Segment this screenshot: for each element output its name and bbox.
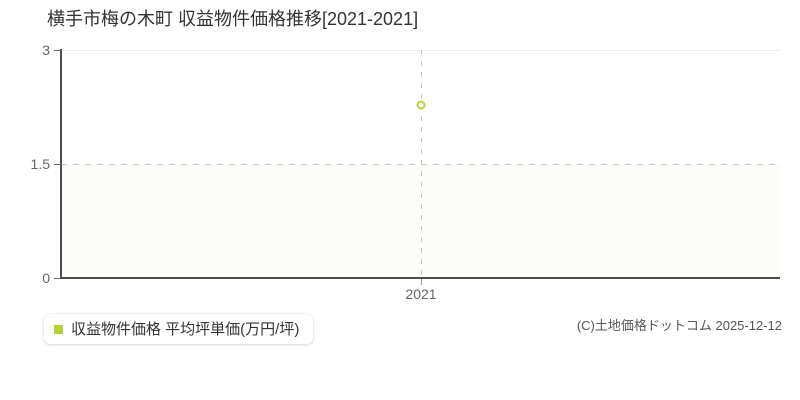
y-tick-1.5 — [54, 164, 61, 165]
y-axis-label-1.5: 1.5 — [30, 156, 50, 172]
x-axis-line — [60, 277, 780, 279]
chart-legend[interactable]: 収益物件価格 平均坪単価(万円/坪) — [44, 314, 314, 344]
gridline-y-1.5 — [61, 164, 780, 165]
gridline-y-3 — [61, 50, 780, 51]
gridline-x-2021 — [421, 50, 422, 278]
y-axis-label-3: 3 — [42, 42, 50, 58]
copyright-text: (C)土地価格ドットコム 2025-12-12 — [576, 318, 782, 333]
y-axis-line — [60, 49, 62, 279]
x-axis-label-2021: 2021 — [405, 286, 437, 302]
x-tick-2021 — [421, 279, 422, 285]
y-tick-3 — [54, 50, 61, 51]
y-tick-0 — [54, 278, 61, 279]
plot-background-band — [61, 164, 780, 278]
legend-label: 収益物件価格 平均坪単価(万円/坪) — [71, 320, 300, 338]
data-point-2021[interactable] — [416, 100, 425, 110]
page-title: 横手市梅の木町 収益物件価格推移[2021-2021] — [47, 9, 419, 29]
y-axis-label-0: 0 — [42, 270, 50, 286]
legend-swatch-icon — [54, 324, 63, 334]
